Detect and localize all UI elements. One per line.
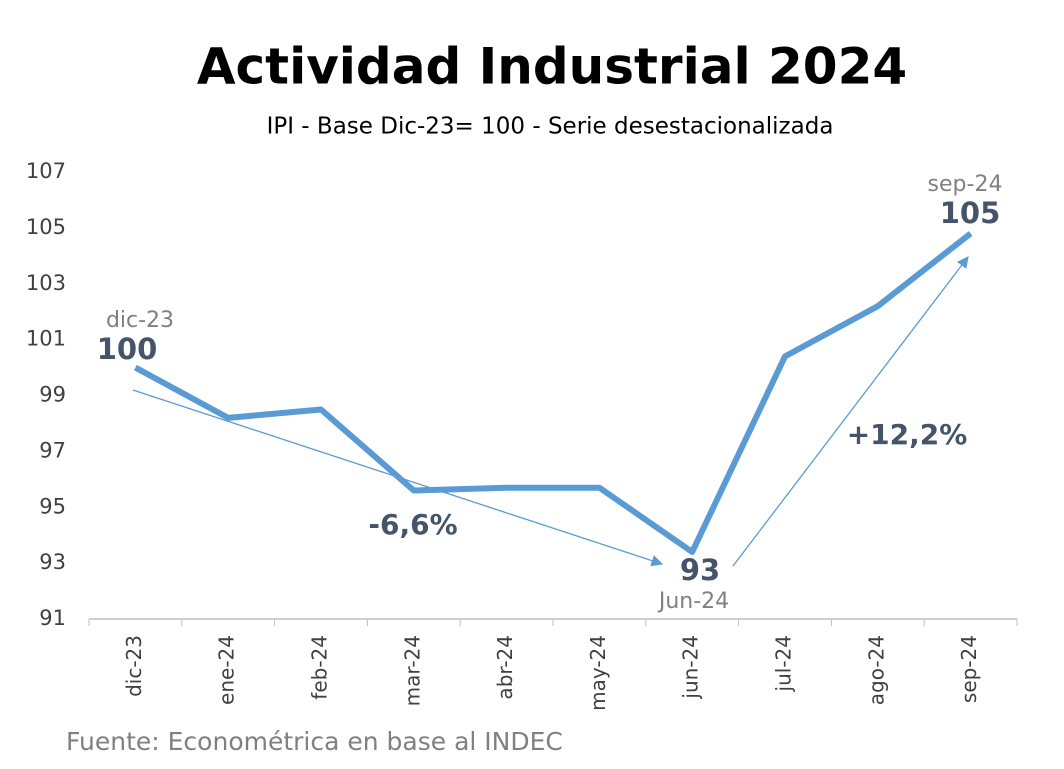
y-tick-label: 105 xyxy=(26,215,66,239)
annotation: dic-23 xyxy=(106,308,174,333)
y-tick-label: 103 xyxy=(26,271,66,295)
annotation: Jun-24 xyxy=(657,589,729,614)
x-tick-label: jun-24 xyxy=(679,635,703,700)
data-line xyxy=(133,231,973,555)
x-tick-label: abr-24 xyxy=(493,635,517,700)
x-tick-label: ene-24 xyxy=(215,635,239,705)
x-tick-label: may-24 xyxy=(586,635,610,711)
y-tick-label: 99 xyxy=(39,383,66,407)
x-tick-label: dic-23 xyxy=(122,635,146,697)
source-note: Fuente: Econométrica en base al INDEC xyxy=(66,727,563,756)
x-tick-label: feb-24 xyxy=(308,635,332,700)
annotation: 105 xyxy=(940,196,1001,230)
annotation: 100 xyxy=(97,332,158,366)
annotation: -6,6% xyxy=(368,508,457,541)
x-tick-label: mar-24 xyxy=(400,635,424,706)
annotation: +12,2% xyxy=(847,418,968,451)
x-tick-label: sep-24 xyxy=(957,635,981,703)
trend-arrow xyxy=(732,256,969,567)
annotation: 93 xyxy=(680,553,720,587)
y-tick-label: 107 xyxy=(26,159,66,183)
y-tick-label: 95 xyxy=(39,494,66,518)
y-tick-label: 91 xyxy=(39,606,66,630)
y-tick-label: 97 xyxy=(39,438,66,462)
chart-title: Actividad Industrial 2024 xyxy=(197,38,907,96)
y-tick-label: 93 xyxy=(39,550,66,574)
x-tick-label: jul-24 xyxy=(772,635,796,692)
chart-subtitle: IPI - Base Dic-23= 100 - Serie desestaci… xyxy=(267,114,834,140)
annotation: sep-24 xyxy=(928,172,1003,197)
x-tick-label: ago-24 xyxy=(864,635,888,705)
y-tick-label: 101 xyxy=(26,327,66,351)
